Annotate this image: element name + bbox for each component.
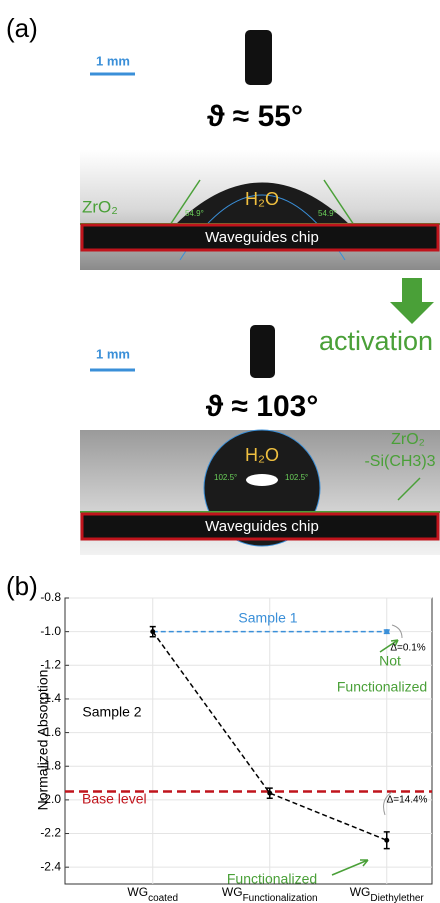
annotation: Not — [379, 653, 401, 669]
step-label: activation — [319, 326, 433, 356]
x-tick-base: WG — [222, 885, 243, 899]
x-tick-sub: coated — [148, 893, 178, 903]
angle-small: 54.9° — [185, 209, 204, 218]
y-tick-label: -2.4 — [40, 859, 61, 873]
angle-label: ϑ ≈ 55° — [207, 100, 303, 133]
x-tick-base: WG — [127, 885, 148, 899]
series-label: Sample 2 — [82, 704, 141, 720]
y-tick-label: -1.4 — [40, 691, 61, 705]
point — [150, 629, 155, 634]
scale-label: 1 mm — [96, 53, 130, 68]
chip-label: Waveguides chip — [205, 518, 319, 535]
series-label: Sample 1 — [238, 610, 297, 626]
y-tick-label: -0.8 — [40, 590, 61, 604]
angle-small: 54.9° — [318, 209, 337, 218]
panel-label: (a) — [6, 13, 38, 43]
reflection — [246, 474, 278, 486]
angle-small: 102.5° — [214, 473, 237, 482]
needle — [245, 30, 272, 85]
y-tick-label: -2.2 — [40, 826, 61, 840]
point — [384, 629, 389, 634]
base-level-label: Base level — [82, 791, 147, 807]
y-tick-label: -1.0 — [40, 624, 61, 638]
annotation: Functionalized — [227, 871, 317, 887]
angle-small: 102.5° — [285, 473, 308, 482]
point — [267, 791, 272, 796]
plot-frame — [65, 598, 432, 884]
x-tick-sub: Functionalization — [243, 893, 318, 903]
x-tick-base: WG — [350, 885, 371, 899]
chip-label: Waveguides chip — [205, 229, 319, 246]
x-tick-label: WGDiethylether — [350, 885, 425, 903]
y-tick-label: -1.2 — [40, 657, 61, 671]
point — [384, 838, 389, 843]
annotation: Functionalized — [337, 679, 427, 695]
x-tick-label: WGFunctionalization — [222, 885, 318, 903]
annotation: Δ=14.4% — [387, 795, 428, 806]
annotation: Δ=0.1% — [390, 643, 425, 654]
needle — [250, 325, 275, 378]
figure: (a) 1 mm ϑ ≈ 55° 54.9° 54.9° H₂O ZrO₂ Wa… — [0, 0, 440, 903]
x-tick-sub: Diethylether — [370, 893, 424, 903]
coating-label: ZrO₂ — [391, 431, 425, 448]
panel-label: (b) — [6, 571, 38, 601]
coating-label: -Si(CH3)3 — [364, 453, 435, 470]
water-label: H₂O — [245, 189, 279, 209]
water-label: H₂O — [245, 445, 279, 465]
scale-label: 1 mm — [96, 346, 130, 361]
y-tick-label: -1.8 — [40, 758, 61, 772]
coating-label: ZrO₂ — [82, 197, 118, 216]
angle-label: ϑ ≈ 103° — [206, 390, 319, 423]
plot: -0.8-1.0-1.2-1.4-1.6-1.8-2.0-2.2-2.4WGco… — [40, 590, 432, 903]
arrow — [390, 278, 434, 324]
x-tick-label: WGcoated — [127, 885, 178, 903]
y-tick-label: -2.0 — [40, 792, 61, 806]
y-tick-label: -1.6 — [40, 725, 61, 739]
